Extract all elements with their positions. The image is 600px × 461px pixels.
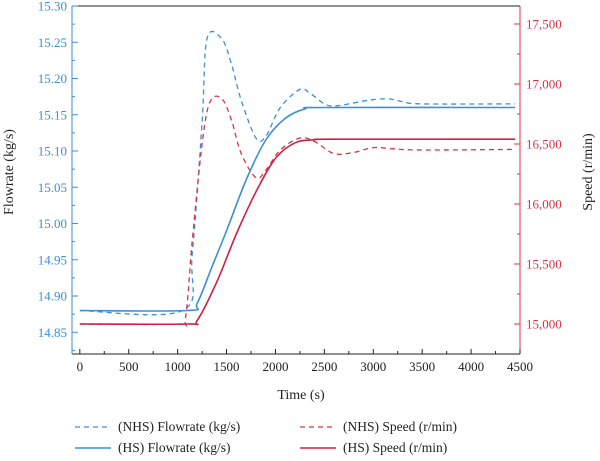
x-tick-label: 2500	[311, 359, 337, 374]
series-line-3	[79, 138, 516, 326]
x-tick-label: 1000	[165, 359, 191, 374]
y-left-tick-label: 14.95	[38, 252, 67, 267]
x-tick-label: 4500	[507, 359, 533, 374]
y-right-tick-label: 17,000	[526, 77, 562, 92]
y-left-tick-label: 15.00	[38, 216, 67, 231]
y-axis-right-label: Speed (r/min)	[581, 133, 596, 211]
y-left-tick-label: 15.05	[38, 180, 67, 195]
y-left-tick-label: 15.20	[38, 71, 67, 86]
y-left-tick-label: 15.25	[38, 35, 67, 50]
y-left-tick-label: 15.15	[38, 107, 67, 122]
y-left-tick-label: 14.85	[38, 325, 67, 340]
x-tick-label: 3000	[360, 359, 386, 374]
legend-label: (NHS) Speed (r/min)	[343, 419, 457, 434]
y-right-tick-label: 15,500	[526, 257, 562, 272]
y-axis-left-label: Flowrate (kg/s)	[2, 129, 17, 215]
y-right-tick-label: 15,000	[526, 317, 562, 332]
y-right-tick-label: 16,000	[526, 197, 562, 212]
legend-label: (HS) Flowrate (kg/s)	[118, 440, 230, 455]
x-axis: 0 500 1000 1500 2000 2500 3000 3500 4000 4500	[77, 349, 533, 374]
x-tick-label: 4000	[458, 359, 484, 374]
y-left-tick-label: 15.30	[38, 0, 67, 14]
y-left-tick-label: 15.10	[38, 144, 67, 159]
legend-label: (HS) Speed (r/min)	[343, 440, 447, 455]
x-tick-label: 500	[119, 359, 139, 374]
plot-frame	[71, 5, 521, 355]
series-line-2	[79, 106, 516, 312]
x-axis-label: Time (s)	[277, 388, 325, 403]
y-right-tick-label: 17,500	[526, 17, 562, 32]
series-line-0	[79, 30, 516, 316]
x-tick-label: 0	[77, 359, 84, 374]
x-tick-label: 2000	[262, 359, 288, 374]
y-left-tick-label: 14.90	[38, 289, 67, 304]
y-axis-left: 14.85 14.90 14.95 15.00 15.05 15.10 15.15 15.20…	[38, 0, 78, 351]
legend-label: (NHS) Flowrate (kg/s)	[118, 419, 240, 434]
legend: (NHS) Flowrate (kg/s) (NHS) Speed (r/min)…	[75, 419, 457, 455]
series-line-1	[79, 95, 516, 327]
x-tick-label: 3500	[409, 359, 435, 374]
y-axis-right: 15,000 15,500 16,000 16,500 17,000 17,500	[514, 17, 562, 332]
series-layer	[79, 30, 516, 327]
y-right-tick-label: 16,500	[526, 137, 562, 152]
x-tick-label: 1500	[214, 359, 240, 374]
